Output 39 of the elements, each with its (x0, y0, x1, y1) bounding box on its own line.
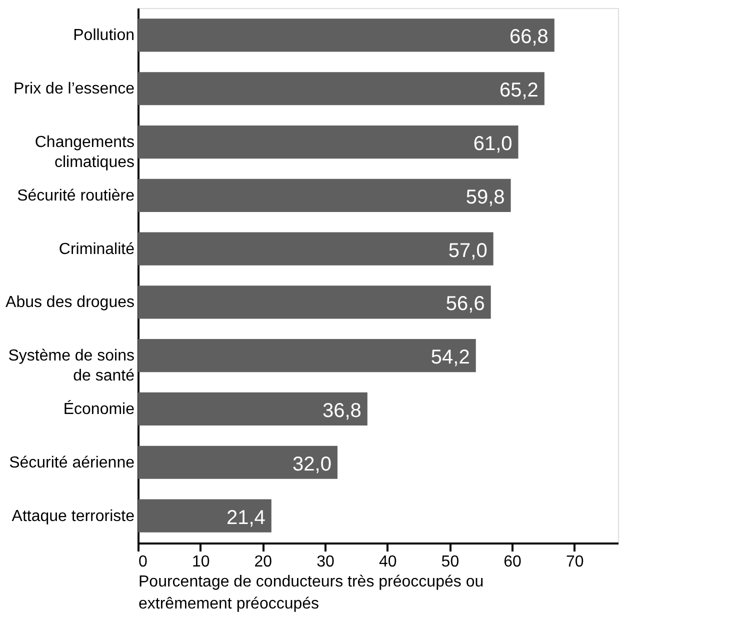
data-label: 56,6 (446, 293, 485, 316)
x-tick-label: 50 (441, 554, 460, 570)
data-label: 32,0 (292, 453, 332, 476)
data-label: 21,4 (226, 506, 266, 529)
y-tick-label: Pollution (73, 27, 134, 44)
bar (138, 286, 491, 319)
data-label: 66,8 (509, 26, 548, 48)
bar (138, 178, 511, 212)
y-tick-label: Prix de l’essence (14, 80, 135, 98)
y-tick-label: Changements climatiques (34, 134, 134, 172)
data-label: 57,0 (448, 240, 488, 262)
y-tick-label: Sécurité routière (17, 187, 135, 204)
bar (138, 18, 554, 52)
data-label: 61,0 (473, 133, 512, 156)
bar (138, 392, 368, 426)
data-label: 65,2 (500, 80, 538, 102)
x-tick-label: 0 (138, 554, 148, 570)
x-tick-label: 20 (254, 554, 272, 570)
data-label: 54,2 (430, 346, 470, 369)
y-tick-label: Criminalité (58, 240, 135, 258)
bar (138, 125, 518, 159)
x-tick-label: 60 (504, 554, 522, 570)
x-tick-label: 30 (316, 554, 335, 570)
bar (138, 72, 544, 106)
x-tick-label: 70 (566, 554, 584, 570)
data-label: 59,8 (466, 186, 505, 208)
y-tick-label: Attaque terroriste (12, 508, 135, 525)
bar (138, 232, 494, 266)
bar (138, 499, 272, 532)
x-axis-title: Pourcentage de conducteurs très préoccupés ou extrêmement préoccupés (138, 574, 484, 612)
y-tick-label: Sécurité aérienne (9, 454, 135, 472)
data-label: 36,8 (322, 400, 362, 422)
y-tick-label: Économie (63, 400, 135, 418)
x-tick-label: 40 (378, 554, 397, 570)
bar (138, 446, 338, 479)
y-tick-label: Abus des drogues (6, 294, 134, 312)
x-tick-label: 10 (192, 554, 210, 570)
bar (138, 339, 476, 372)
y-tick-label: Système de soins de santé (8, 348, 135, 385)
